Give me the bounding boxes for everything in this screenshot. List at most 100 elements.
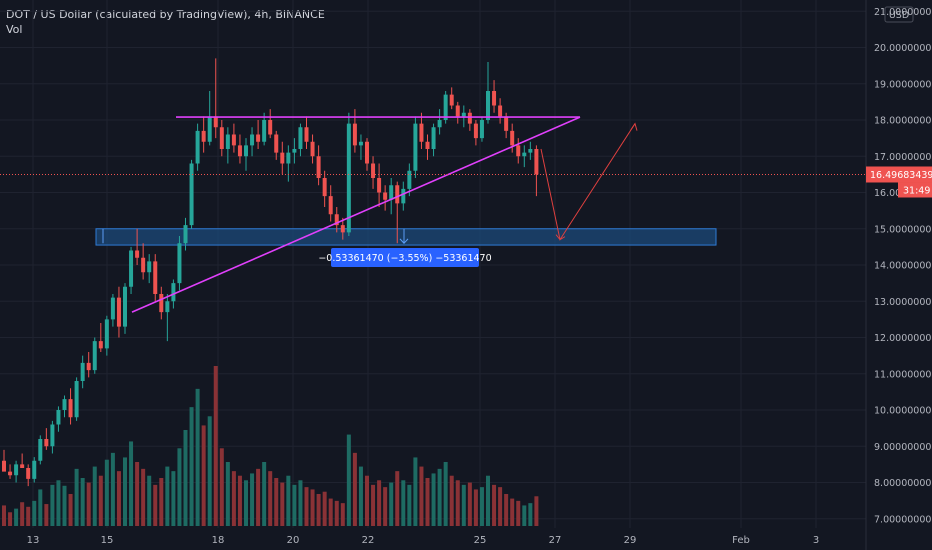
volume-bar bbox=[116, 471, 121, 526]
candle-body bbox=[201, 130, 206, 142]
volume-bar bbox=[340, 503, 345, 526]
candle-body bbox=[395, 185, 400, 204]
volume-bar bbox=[461, 484, 466, 526]
candle-body bbox=[159, 294, 164, 313]
volume-bar bbox=[38, 489, 43, 526]
date-tick-label: 15 bbox=[101, 535, 114, 546]
price-tick-label: 9.00000000 bbox=[874, 442, 931, 453]
volume-bar bbox=[8, 512, 13, 526]
volume-bar bbox=[62, 485, 67, 526]
volume-bar bbox=[498, 487, 503, 526]
candle-body bbox=[195, 130, 200, 164]
candle-body bbox=[467, 112, 472, 124]
candle-body bbox=[38, 439, 43, 461]
date-tick-label: 29 bbox=[624, 535, 637, 546]
volume-bar bbox=[250, 473, 255, 526]
price-axis-bg bbox=[866, 0, 932, 550]
price-tick-label: 10.00000000 bbox=[874, 406, 932, 417]
date-tick-label: 27 bbox=[549, 535, 562, 546]
volume-bar bbox=[352, 452, 357, 526]
volume-bar bbox=[110, 452, 115, 526]
volume-bar bbox=[425, 478, 430, 526]
price-tick-label: 19.00000000 bbox=[874, 79, 932, 90]
volume-bar bbox=[455, 480, 460, 526]
volume-label: Vol bbox=[6, 23, 23, 36]
volume-bar bbox=[431, 473, 436, 526]
candle-body bbox=[177, 243, 182, 284]
volume-bar bbox=[219, 448, 224, 526]
volume-bar bbox=[268, 471, 273, 526]
candle-body bbox=[352, 123, 357, 146]
candle-body bbox=[256, 134, 261, 142]
volume-bar bbox=[80, 478, 85, 526]
candle-body bbox=[334, 214, 339, 226]
date-tick-label: 3 bbox=[813, 535, 819, 546]
candle-body bbox=[528, 149, 533, 153]
candle-body bbox=[268, 120, 273, 135]
volume-bar bbox=[322, 491, 327, 526]
candle-body bbox=[207, 116, 212, 142]
candle-body bbox=[449, 94, 454, 106]
candle-body bbox=[219, 127, 224, 149]
candle-body bbox=[522, 152, 527, 157]
candle-body bbox=[413, 123, 418, 171]
volume-bar bbox=[310, 489, 315, 526]
volume-bar bbox=[358, 466, 363, 526]
volume-bar bbox=[371, 484, 376, 526]
volume-bar bbox=[473, 489, 478, 526]
candle-body bbox=[147, 261, 152, 273]
candle-body bbox=[358, 141, 363, 146]
volume-bar bbox=[159, 478, 164, 526]
volume-bar bbox=[20, 502, 25, 526]
candle-body bbox=[461, 112, 466, 117]
candle-body bbox=[68, 399, 73, 418]
price-tick-label: 20.00000000 bbox=[874, 43, 932, 54]
volume-bar bbox=[280, 482, 285, 526]
volume-bar bbox=[467, 482, 472, 526]
volume-bar bbox=[165, 466, 170, 526]
candle-body bbox=[389, 185, 394, 200]
candle-body bbox=[56, 410, 61, 425]
date-tick-label: 20 bbox=[287, 535, 300, 546]
last-price-value: 16.49683439 bbox=[870, 170, 932, 181]
candle-body bbox=[310, 141, 315, 157]
candle-body bbox=[383, 192, 388, 200]
candle-body bbox=[292, 149, 297, 153]
date-tick-label: 22 bbox=[362, 535, 375, 546]
candle-body bbox=[62, 399, 67, 410]
countdown-value: 31:49 bbox=[903, 185, 930, 196]
measure-arrow bbox=[399, 238, 409, 244]
volume-bar bbox=[123, 457, 127, 526]
price-tick-label: 11.00000000 bbox=[874, 369, 932, 380]
volume-bar bbox=[346, 434, 351, 526]
candle-body bbox=[189, 163, 194, 226]
candle-body bbox=[262, 120, 267, 142]
candle-body bbox=[98, 341, 103, 349]
price-tick-label: 8.00000000 bbox=[874, 478, 931, 489]
candle-body bbox=[86, 362, 91, 371]
last-price-badge bbox=[866, 166, 932, 183]
volume-bar bbox=[256, 468, 261, 526]
candle-body bbox=[183, 225, 188, 244]
candle-body bbox=[74, 381, 79, 418]
candle-body bbox=[104, 319, 109, 349]
candle-body bbox=[455, 105, 460, 117]
volume-bar bbox=[316, 494, 321, 526]
volume-bar bbox=[437, 468, 442, 526]
measure-label-box bbox=[331, 248, 479, 267]
volume-bar bbox=[207, 416, 212, 526]
candle-body bbox=[153, 261, 158, 294]
volume-bar bbox=[304, 487, 309, 526]
candle-body bbox=[340, 225, 345, 233]
candle-body bbox=[371, 163, 376, 178]
volume-bar bbox=[328, 498, 333, 526]
candle-body bbox=[2, 460, 6, 472]
volume-bar bbox=[231, 471, 236, 526]
candle-body bbox=[44, 439, 49, 447]
candle-body bbox=[437, 120, 442, 128]
volume-bar bbox=[171, 471, 176, 526]
volume-bar bbox=[522, 505, 527, 526]
volume-bar bbox=[443, 462, 448, 526]
